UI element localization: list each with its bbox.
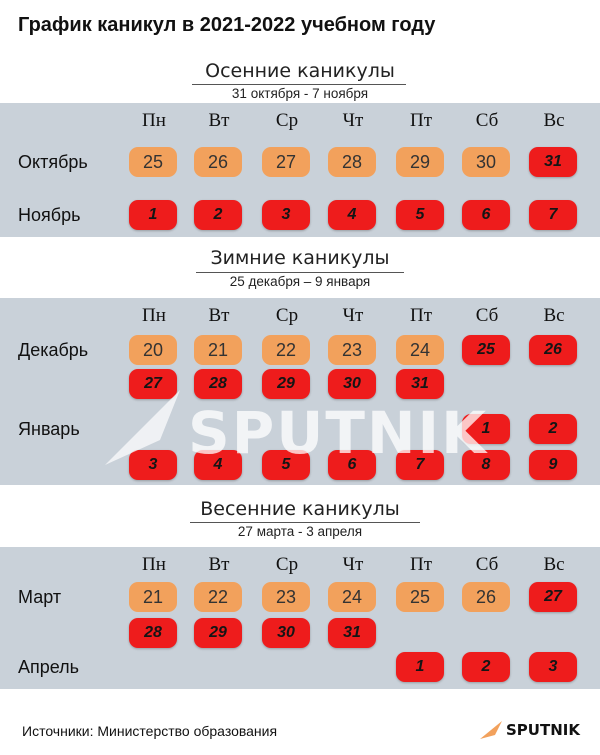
section-divider <box>192 84 406 85</box>
school-day: 23 <box>262 582 310 612</box>
section-title: Осенние каникулы <box>205 60 395 82</box>
weekday-header: Чт <box>342 110 364 131</box>
holiday-day: 28 <box>129 618 177 648</box>
school-day: 24 <box>396 335 444 365</box>
month-label: Апрель <box>18 657 80 677</box>
school-day: 26 <box>462 582 510 612</box>
month-label: Октябрь <box>18 152 88 172</box>
source-note: Источники: Министерство образования <box>22 723 278 739</box>
weekday-header: Ср <box>275 554 299 575</box>
holiday-day: 29 <box>262 369 310 399</box>
weekday-header: Ср <box>275 110 299 131</box>
school-day: 22 <box>194 582 242 612</box>
month-label: Январь <box>18 419 80 439</box>
weekday-header: Вс <box>543 305 565 326</box>
section-subtitle: 27 марта - 3 апреля <box>237 524 363 539</box>
holiday-day: 30 <box>262 618 310 648</box>
holiday-day: 1 <box>396 652 444 682</box>
weekday-header: Пн <box>142 110 166 131</box>
holiday-day: 1 <box>462 414 510 444</box>
logo-text: SPUTNIK <box>506 721 580 739</box>
weekday-header: Вт <box>208 110 230 131</box>
holiday-day: 9 <box>529 450 577 480</box>
holiday-day: 8 <box>462 450 510 480</box>
holiday-day: 4 <box>194 450 242 480</box>
holiday-day: 2 <box>462 652 510 682</box>
weekday-header: Чт <box>342 554 364 575</box>
holiday-day: 6 <box>462 200 510 230</box>
weekday-header: Пт <box>409 554 433 575</box>
holiday-day: 27 <box>129 369 177 399</box>
holiday-day: 30 <box>328 369 376 399</box>
holiday-day: 2 <box>194 200 242 230</box>
holiday-day: 6 <box>328 450 376 480</box>
weekday-header: Пт <box>409 305 433 326</box>
holiday-day: 27 <box>529 582 577 612</box>
weekday-header: Ср <box>275 305 299 326</box>
holiday-day: 5 <box>396 200 444 230</box>
weekday-header: Вс <box>543 110 565 131</box>
sputnik-logo: SPUTNIK <box>480 719 580 741</box>
weekday-header: Пт <box>409 110 433 131</box>
weekday-header: Пн <box>142 554 166 575</box>
weekday-header: Пн <box>142 305 166 326</box>
holiday-day: 5 <box>262 450 310 480</box>
holiday-day: 26 <box>529 335 577 365</box>
section-divider <box>196 272 404 273</box>
holiday-day: 4 <box>328 200 376 230</box>
weekday-header: Сб <box>475 305 499 326</box>
sputnik-logo-icon <box>480 721 502 739</box>
weekday-header: Вт <box>208 305 230 326</box>
holiday-day: 2 <box>529 414 577 444</box>
page-title: График каникул в 2021-2022 учебном году <box>18 14 436 36</box>
school-day: 22 <box>262 335 310 365</box>
weekday-header: Сб <box>475 110 499 131</box>
section-divider <box>190 522 420 523</box>
section-title: Зимние каникулы <box>210 247 390 269</box>
weekday-header: Сб <box>475 554 499 575</box>
holiday-day: 31 <box>529 147 577 177</box>
school-day: 25 <box>129 147 177 177</box>
school-day: 24 <box>328 582 376 612</box>
holiday-day: 28 <box>194 369 242 399</box>
school-day: 25 <box>396 582 444 612</box>
school-day: 21 <box>194 335 242 365</box>
weekday-header: Чт <box>342 305 364 326</box>
school-day: 27 <box>262 147 310 177</box>
school-day: 26 <box>194 147 242 177</box>
holiday-day: 31 <box>328 618 376 648</box>
holiday-day: 3 <box>529 652 577 682</box>
holiday-day: 25 <box>462 335 510 365</box>
month-label: Ноябрь <box>18 205 81 225</box>
section-title: Весенние каникулы <box>200 498 400 520</box>
school-day: 30 <box>462 147 510 177</box>
school-day: 21 <box>129 582 177 612</box>
section-subtitle: 25 декабря – 9 января <box>229 274 371 289</box>
holiday-day: 7 <box>529 200 577 230</box>
month-label: Декабрь <box>18 340 89 360</box>
holiday-day: 1 <box>129 200 177 230</box>
month-label: Март <box>18 587 62 607</box>
school-day: 23 <box>328 335 376 365</box>
school-day: 29 <box>396 147 444 177</box>
school-day: 20 <box>129 335 177 365</box>
holiday-day: 7 <box>396 450 444 480</box>
school-day: 28 <box>328 147 376 177</box>
weekday-header: Вт <box>208 554 230 575</box>
weekday-header: Вс <box>543 554 565 575</box>
holiday-day: 31 <box>396 369 444 399</box>
holiday-day: 3 <box>129 450 177 480</box>
holiday-day: 29 <box>194 618 242 648</box>
section-subtitle: 31 октября - 7 ноября <box>231 86 369 101</box>
holiday-day: 3 <box>262 200 310 230</box>
